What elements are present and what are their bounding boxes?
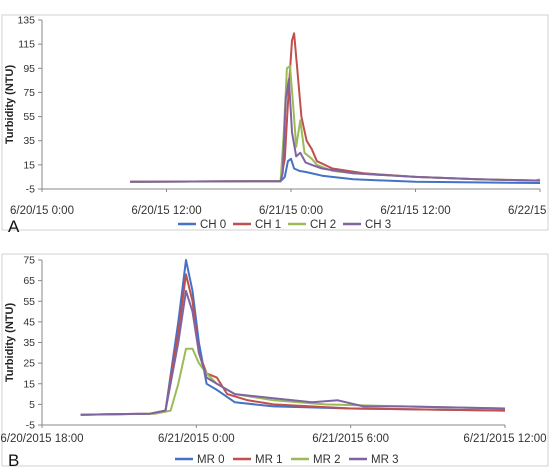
legend-entry: MR 3 [371,454,398,466]
y-tick-label: 95 [23,63,35,75]
chart-panel-a: -5 15 35 55 75 95 115 135 Turbidity (NTU) 6/20/15… [1,14,550,236]
legend-entry: CH 1 [255,219,281,231]
legend-entry: CH 3 [365,219,391,231]
x-tick-label: 6/21/15 12:00 [380,205,450,217]
chart-panel-b: -5 5 15 25 35 45 55 65 75 Turbidity (NTU) 6/20/201… [0,253,549,470]
x-tick-label: 6/20/2015 18:00 [0,433,83,445]
y-tick-label: 115 [18,39,35,51]
y-tick-label: 45 [23,316,35,328]
series-line-mr-3 [80,289,506,416]
panel-label: B [8,451,19,470]
y-tick-label: 5 [29,399,35,411]
y-tick-label: -5 [26,184,35,196]
chart-frame [1,14,549,231]
x-tick-label: 6/21/2015 0:00 [158,433,235,445]
chart-frame [1,253,549,467]
y-tick-label: -5 [26,420,35,432]
y-axis-label: Turbidity (NTU) [4,303,16,383]
series-line-ch-3 [130,78,541,183]
x-tick-label: 6/21/2015 6:00 [312,433,389,445]
x-tick-label: 6/21/2015 12:00 [463,433,546,445]
y-tick-label: 35 [23,135,35,147]
y-tick-label: 55 [23,111,35,123]
legend-entry: MR 1 [255,454,282,466]
series-line-ch-2 [130,64,541,183]
y-tick-label: 65 [23,275,35,287]
y-tick-label: 35 [23,337,35,349]
x-tick-label: 6/22/15 0:00 [508,205,550,217]
legend-entry: CH 2 [310,219,336,231]
legend-entry: MR 2 [313,454,340,466]
x-tick-label: 6/20/15 12:00 [131,205,201,217]
y-tick-label: 15 [23,378,35,390]
y-tick-label: 75 [23,255,35,267]
series-line-mr-0 [80,259,506,416]
y-tick-label: 55 [23,296,35,308]
x-tick-label: 6/20/15 0:00 [10,205,74,217]
panel-label: A [8,217,20,236]
series-line-ch-1 [130,32,541,183]
series-line-ch-0 [130,157,541,184]
legend-entry: MR 0 [197,454,224,466]
y-axis-label: Turbidity (NTU) [4,65,16,145]
series-line-mr-1 [80,273,506,416]
y-tick-label: 75 [23,87,35,99]
y-tick-label: 25 [23,358,35,370]
y-tick-label: 135 [17,15,35,27]
y-tick-label: 15 [23,159,35,171]
x-tick-label: 6/21/15 0:00 [259,205,323,217]
legend-entry: CH 0 [200,219,226,231]
